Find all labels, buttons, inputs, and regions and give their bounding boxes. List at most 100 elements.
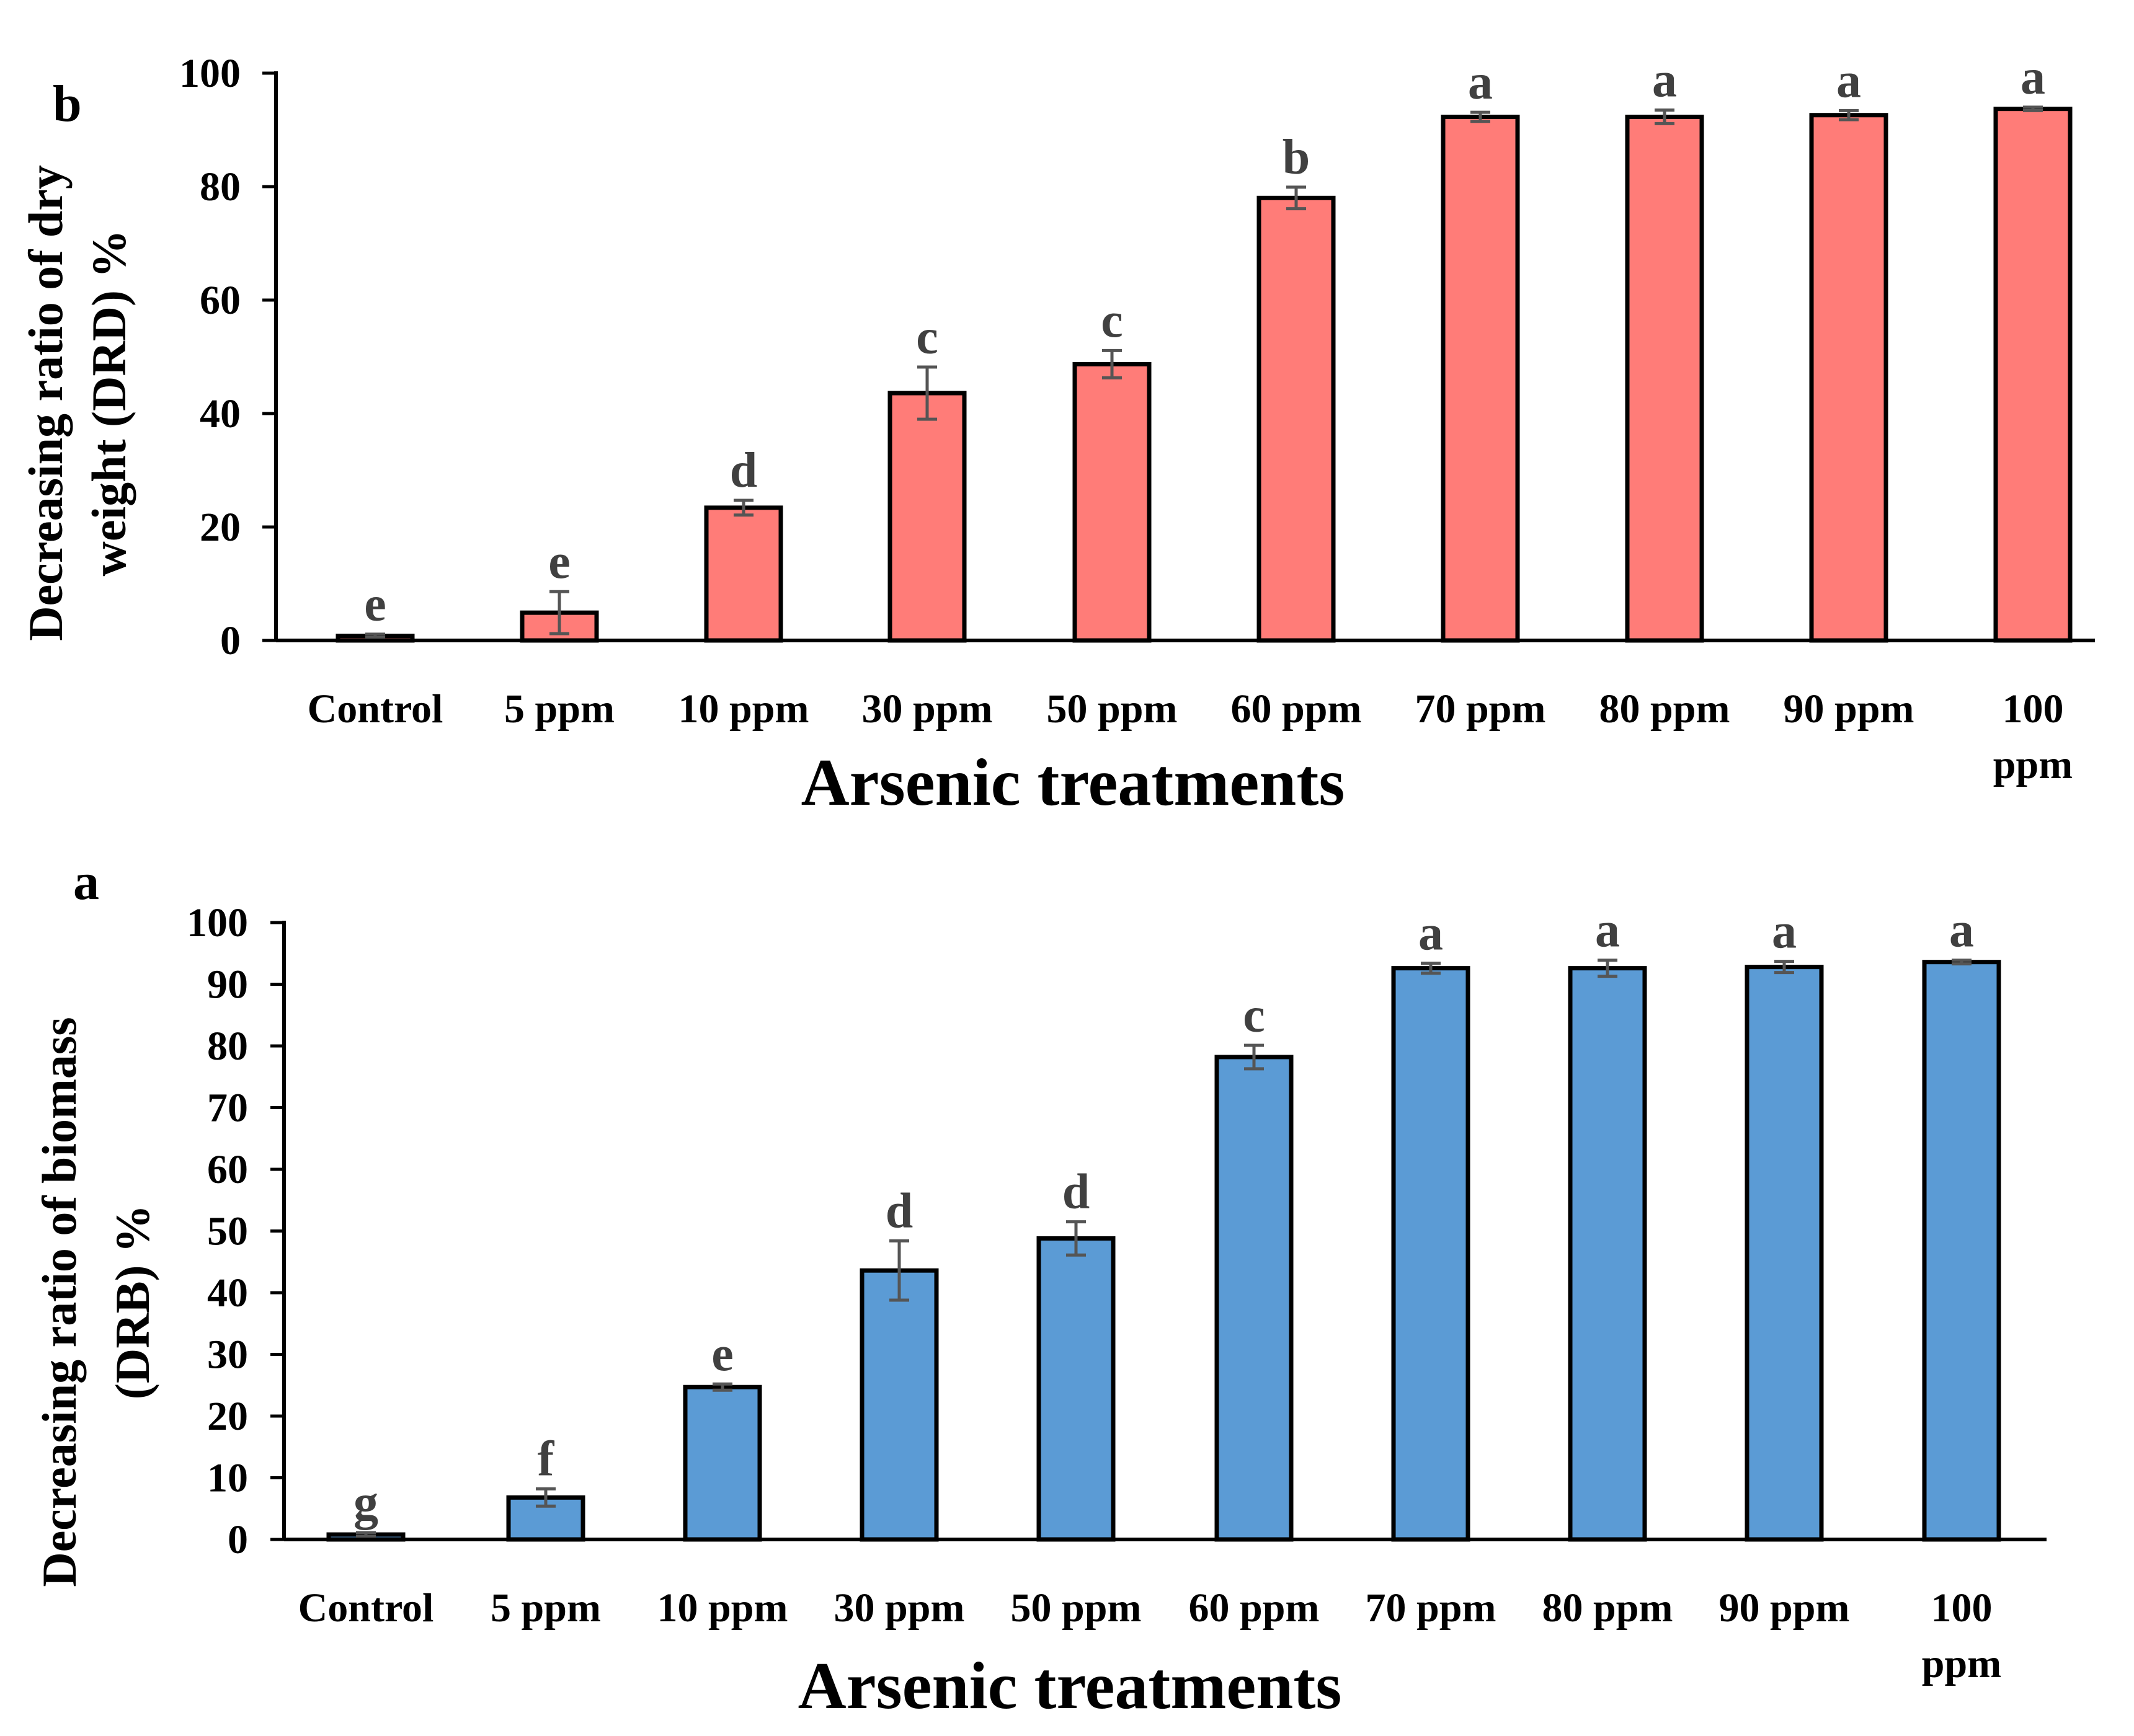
error-bar	[1952, 959, 1972, 966]
x-tick-label: 50 ppm	[1011, 1585, 1142, 1631]
significance-letter: e	[364, 577, 386, 632]
significance-letter: d	[1062, 1165, 1090, 1220]
panel-label-b: b	[53, 75, 82, 133]
x-tick-label: 60 ppm	[1189, 1585, 1320, 1631]
y-tick-label: 50	[207, 1209, 248, 1254]
significance-letter: a	[2021, 50, 2045, 105]
significance-letter: b	[1283, 130, 1310, 185]
bar	[1391, 966, 1470, 1542]
significance-letter: c	[1101, 293, 1123, 348]
x-tick-label: 90 ppm	[1784, 686, 1914, 732]
x-tick-label: 80 ppm	[1542, 1585, 1673, 1631]
x-axis-title: Arsenic treatments	[798, 1649, 1342, 1723]
error-bar	[1286, 185, 1306, 211]
bar	[1625, 114, 1704, 643]
error-bar	[917, 365, 937, 421]
y-axis-title-line-2: (DRB) %	[105, 1205, 159, 1399]
significance-letter: e	[711, 1327, 734, 1381]
significance-letter: c	[916, 310, 938, 365]
x-tick-label: 30 ppm	[834, 1585, 965, 1631]
significance-letter: d	[730, 443, 758, 498]
chart-panel-a: a Decreasing ratio of biomass (DRB) % Ar…	[32, 853, 2047, 1723]
error-bar	[734, 498, 754, 517]
bar	[1745, 965, 1824, 1542]
y-tick-label: 100	[187, 900, 248, 946]
significance-letter: a	[1949, 903, 1974, 958]
bar	[1809, 113, 1888, 643]
bar	[1441, 114, 1520, 643]
error-bar	[1598, 959, 1617, 978]
y-axis-title-line-1: Decreasing ratio of dry	[19, 165, 73, 641]
bar	[860, 1268, 939, 1542]
x-axis-title: Arsenic treatments	[801, 746, 1345, 820]
significance-letter: a	[1418, 906, 1443, 961]
significance-letter: f	[538, 1432, 555, 1486]
x-tick-label: ppm	[1993, 742, 2073, 787]
error-bar	[1470, 110, 1490, 123]
error-bar	[1839, 108, 1859, 122]
error-bar	[2023, 105, 2043, 112]
panel-label-a: a	[73, 853, 99, 911]
bar	[887, 391, 967, 643]
y-tick-label: 80	[207, 1024, 248, 1069]
error-bar	[1421, 962, 1441, 975]
x-tick-label: 70 ppm	[1366, 1585, 1496, 1631]
x-tick-label: 90 ppm	[1719, 1585, 1850, 1631]
x-tick-label: 100	[1931, 1585, 1993, 1631]
y-tick-label: 30	[207, 1332, 248, 1378]
y-tick-label: 10	[207, 1456, 248, 1501]
y-tick-label: 40	[207, 1270, 248, 1316]
y-axis-title-line-2: weight (DRD) %	[82, 230, 136, 577]
y-tick-label: 80	[200, 164, 241, 210]
significance-letter: g	[353, 1476, 378, 1530]
significance-letter: d	[886, 1184, 914, 1238]
x-tick-label: 70 ppm	[1415, 686, 1546, 732]
y-tick-label: 60	[207, 1147, 248, 1192]
significance-letter: a	[1468, 55, 1493, 110]
x-tick-label: ppm	[1922, 1641, 2001, 1686]
x-tick-label: 10 ppm	[657, 1585, 788, 1631]
error-bar	[889, 1239, 909, 1302]
x-tick-label: 100	[2003, 686, 2064, 732]
significance-letter: a	[1595, 903, 1620, 958]
error-bar	[1066, 1220, 1086, 1257]
y-tick-label: 60	[200, 278, 241, 323]
error-bar	[1655, 108, 1674, 125]
bar	[1922, 960, 2001, 1542]
bar	[1214, 1055, 1294, 1542]
bar	[1036, 1236, 1116, 1542]
error-bar	[365, 632, 385, 639]
chart-panel-b: b Decreasing ratio of dry weight (DRD) %…	[19, 50, 2095, 820]
x-tick-label: 50 ppm	[1047, 686, 1178, 732]
x-tick-label: Control	[298, 1585, 434, 1631]
significance-letter: c	[1243, 988, 1265, 1043]
x-tick-label: 80 ppm	[1599, 686, 1730, 732]
error-bar	[549, 590, 569, 636]
x-tick-label: 10 ppm	[678, 686, 809, 732]
error-bar	[713, 1382, 732, 1392]
x-tick-label: 5 ppm	[491, 1585, 601, 1631]
x-tick-label: 30 ppm	[862, 686, 993, 732]
error-bar	[356, 1531, 376, 1538]
bar	[1072, 361, 1152, 643]
error-bar	[536, 1487, 556, 1508]
y-axis-title-line-1: Decreasing ratio of biomass	[32, 1017, 86, 1587]
significance-letter: e	[548, 534, 571, 589]
bar	[704, 505, 783, 643]
significance-letter: a	[1652, 53, 1677, 107]
significance-letter: a	[1772, 905, 1797, 959]
error-bar	[1244, 1043, 1264, 1071]
y-tick-label: 20	[200, 505, 241, 550]
bar	[1256, 195, 1336, 643]
error-bar	[1102, 348, 1122, 379]
y-tick-label: 20	[207, 1394, 248, 1439]
y-tick-label: 40	[200, 391, 241, 436]
y-tick-label: 0	[228, 1517, 248, 1562]
y-tick-label: 100	[179, 51, 241, 96]
x-tick-label: Control	[308, 686, 443, 732]
bar	[683, 1384, 762, 1542]
y-tick-label: 70	[207, 1086, 248, 1131]
x-tick-label: 5 ppm	[504, 686, 615, 732]
x-tick-label: 60 ppm	[1231, 686, 1362, 732]
